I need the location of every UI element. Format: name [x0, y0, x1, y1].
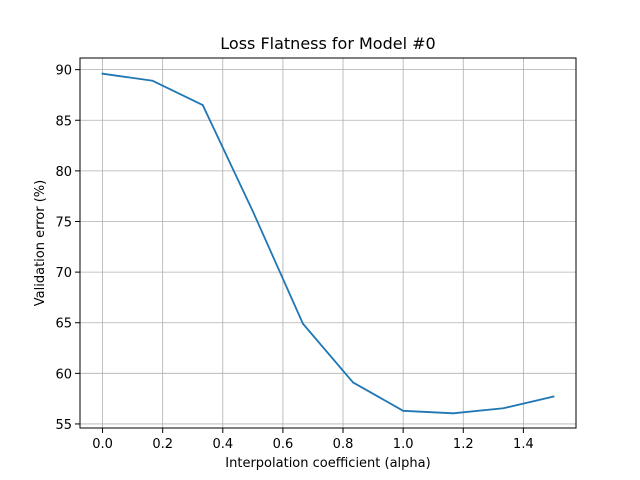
data-point: [151, 79, 154, 82]
data-point: [251, 210, 254, 213]
y-tick-label: 85: [55, 114, 72, 129]
y-tick-label: 55: [55, 418, 72, 433]
y-tick-label: 65: [55, 317, 72, 332]
data-point: [201, 104, 204, 106]
chart-title: Loss Flatness for Model #0: [220, 34, 435, 53]
x-axis-title: Interpolation coefficient (alpha): [225, 456, 430, 471]
plot-area-frame: [79, 57, 577, 429]
data-point: [452, 412, 455, 415]
data-point: [552, 395, 555, 398]
data-point: [101, 72, 104, 75]
y-tick-label: 75: [55, 215, 72, 230]
grid: [80, 58, 576, 428]
x-tick-label: 0.6: [273, 437, 294, 452]
data-point: [502, 407, 505, 410]
x-tick-label: 0.8: [333, 437, 354, 452]
x-tick-label: 0.2: [152, 437, 173, 452]
series-layer: [101, 72, 555, 415]
data-point: [352, 381, 354, 384]
x-tick-label: 1.4: [513, 437, 534, 452]
x-tick-label: 1.0: [393, 437, 414, 452]
y-tick-label: 90: [55, 64, 72, 79]
series-line: [101, 72, 555, 415]
data-point: [402, 409, 405, 412]
x-tick-label: 0.0: [92, 437, 113, 452]
data-point: [302, 322, 304, 325]
x-tick-label: 0.4: [212, 437, 233, 452]
y-tick-label: 60: [55, 367, 72, 382]
y-axis-title: Validation error (%): [33, 180, 48, 306]
y-tick-label: 70: [55, 266, 72, 281]
x-axis: 0.0 0.2 0.4 0.6 0.8 1.0 1.2 1.4: [92, 428, 534, 452]
y-axis: 55 60 65 70 75 80 85 90: [55, 64, 80, 433]
x-tick-label: 1.2: [453, 437, 474, 452]
y-tick-label: 80: [55, 165, 72, 180]
